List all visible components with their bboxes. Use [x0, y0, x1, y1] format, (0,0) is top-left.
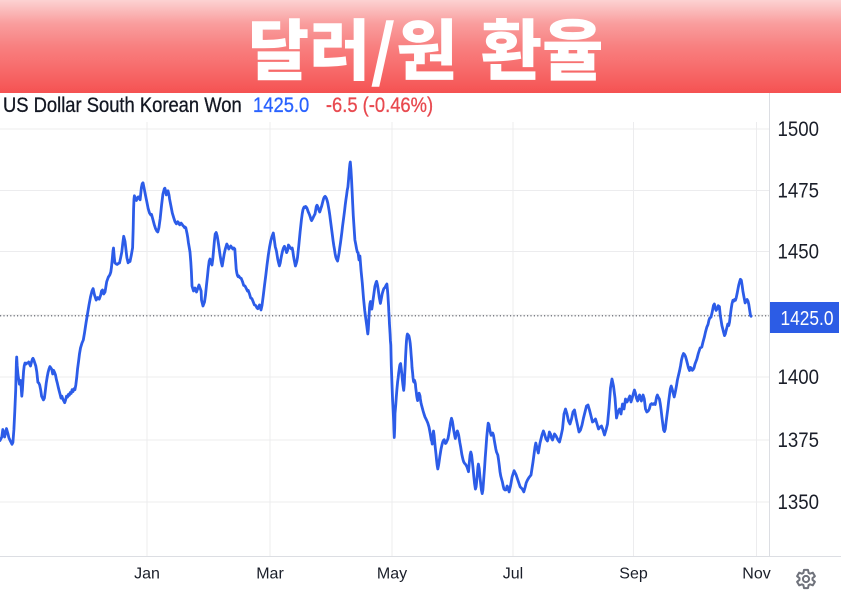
svg-text:1375: 1375 [778, 428, 820, 452]
svg-text:Mar: Mar [256, 566, 284, 583]
svg-text:1350: 1350 [778, 490, 820, 514]
svg-text:Sep: Sep [619, 566, 648, 583]
svg-text:Nov: Nov [742, 566, 770, 583]
svg-text:1425.0: 1425.0 [781, 308, 834, 330]
svg-text:Jan: Jan [134, 566, 160, 583]
svg-text:May: May [377, 566, 407, 583]
svg-text:1450: 1450 [778, 239, 820, 263]
svg-text:1475: 1475 [778, 178, 820, 202]
svg-text:Jul: Jul [503, 566, 523, 583]
svg-text:1400: 1400 [778, 365, 820, 389]
svg-text:1500: 1500 [778, 117, 820, 141]
